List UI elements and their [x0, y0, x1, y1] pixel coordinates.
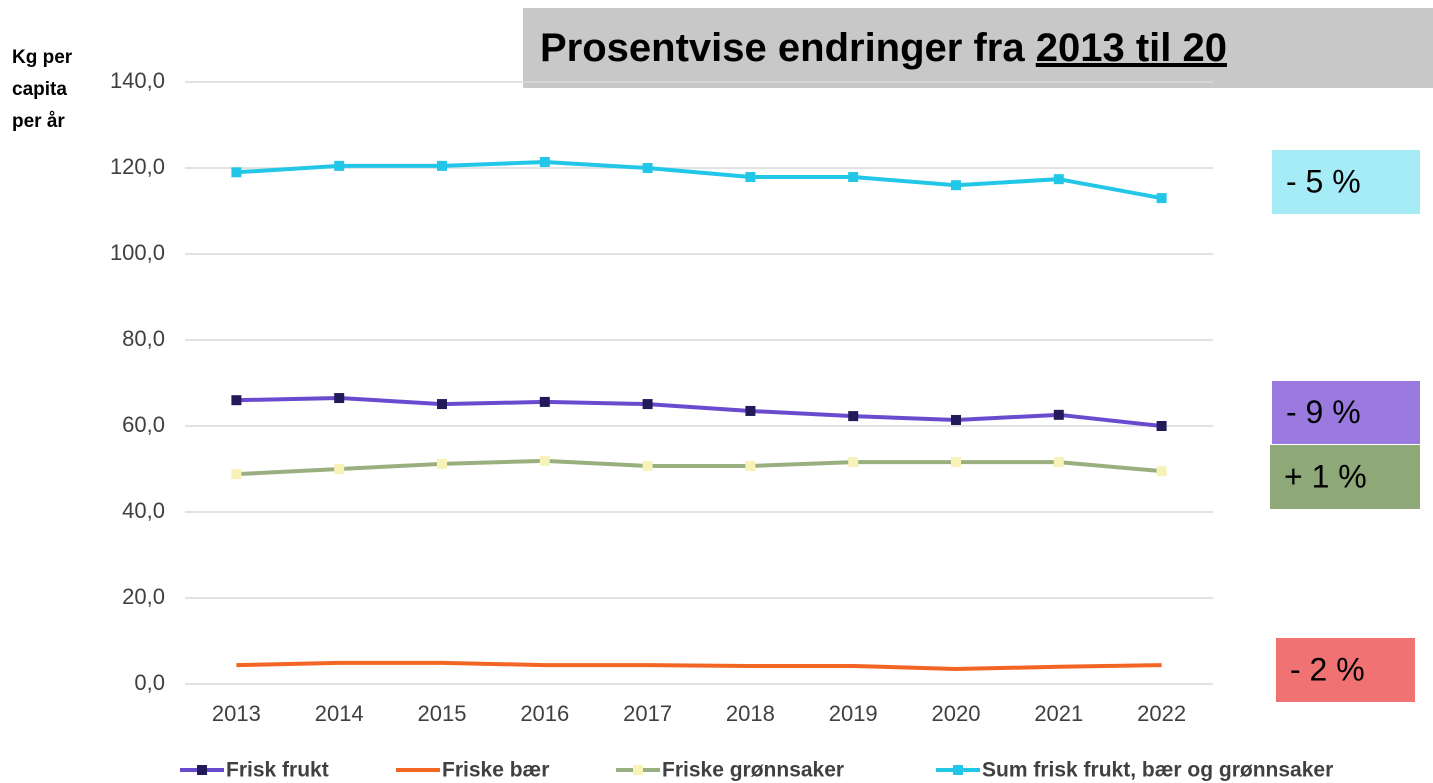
marker [642, 460, 653, 471]
y-tick-label: 20,0 [122, 584, 165, 609]
marker [848, 411, 859, 422]
x-tick-label: 2021 [1034, 701, 1083, 726]
marker [437, 160, 447, 171]
y-axis-label: Kg per [12, 47, 73, 68]
y-axis-label: capita [12, 79, 67, 100]
y-tick-label: 140,0 [110, 68, 165, 93]
y-tick-label: 60,0 [122, 412, 165, 437]
legend-item: Frisk frukt [180, 759, 329, 782]
marker [642, 163, 653, 173]
legend-label: Friske grønnsaker [662, 759, 844, 782]
marker [745, 460, 756, 471]
legend-item: Sum frisk frukt, bær og grønnsaker [936, 759, 1333, 782]
legend-label: Friske bær [442, 759, 549, 782]
x-tick-label: 2018 [726, 701, 775, 726]
annotation: + 1 % [1284, 458, 1367, 494]
marker [745, 405, 756, 416]
title-period: 2013 til 20 [1036, 26, 1227, 70]
x-tick-label: 2014 [315, 701, 364, 726]
y-tick-label: 40,0 [122, 498, 165, 523]
legend-marker [633, 765, 643, 775]
annotation-box [1270, 445, 1420, 509]
marker [745, 172, 756, 183]
marker [951, 457, 961, 468]
x-tick-label: 2013 [212, 701, 261, 726]
legend-label: Sum frisk frukt, bær og grønnsaker [982, 759, 1333, 782]
marker [1053, 409, 1064, 420]
marker [951, 414, 961, 425]
series-line [236, 660, 1162, 671]
annotation-box [1276, 638, 1415, 702]
y-tick-label: 80,0 [122, 326, 165, 351]
y-tick-label: 100,0 [110, 240, 165, 265]
marker [334, 160, 345, 171]
annotation-box [1272, 381, 1420, 444]
series-line [236, 458, 1162, 477]
x-tick-label: 2020 [932, 701, 981, 726]
chart-title: Prosentvise endringer fra 2013 til 20 [540, 26, 1227, 70]
marker [231, 167, 242, 178]
marker [1053, 457, 1064, 468]
x-tick-label: 2019 [829, 701, 878, 726]
legend-item: Friske bær [396, 759, 549, 782]
marker [848, 457, 859, 468]
annotation: - 5 % [1286, 163, 1361, 199]
annotation-box [1272, 150, 1420, 214]
marker [437, 458, 447, 469]
marker [1053, 174, 1064, 185]
legend-label: Frisk frukt [226, 759, 329, 782]
series-line [236, 159, 1162, 201]
x-tick-label: 2016 [520, 701, 569, 726]
marker [334, 464, 345, 474]
x-tick-label: 2017 [623, 701, 672, 726]
marker [437, 399, 447, 410]
y-tick-label: 120,0 [110, 154, 165, 179]
x-tick-label: 2022 [1137, 701, 1186, 726]
marker [231, 469, 242, 480]
series-line [236, 396, 1162, 428]
title-box [523, 8, 1433, 88]
marker [642, 399, 653, 410]
annotation: - 9 % [1286, 394, 1361, 430]
marker [951, 180, 961, 191]
annotation: - 2 % [1290, 651, 1365, 687]
y-axis-label: per år [12, 111, 65, 132]
title-main: Prosentvise endringer fra [540, 26, 1025, 70]
legend-item: Friske grønnsaker [616, 759, 844, 782]
marker [1156, 466, 1167, 477]
legend-marker [953, 765, 963, 775]
x-tick-label: 2015 [418, 701, 467, 726]
marker [231, 395, 242, 406]
legend-marker [197, 765, 207, 775]
marker [539, 156, 550, 167]
marker [539, 455, 550, 466]
marker [539, 396, 550, 407]
marker [1156, 193, 1167, 204]
marker [334, 393, 345, 404]
y-tick-label: 0,0 [134, 670, 165, 695]
marker [1156, 421, 1167, 431]
marker [848, 172, 859, 183]
